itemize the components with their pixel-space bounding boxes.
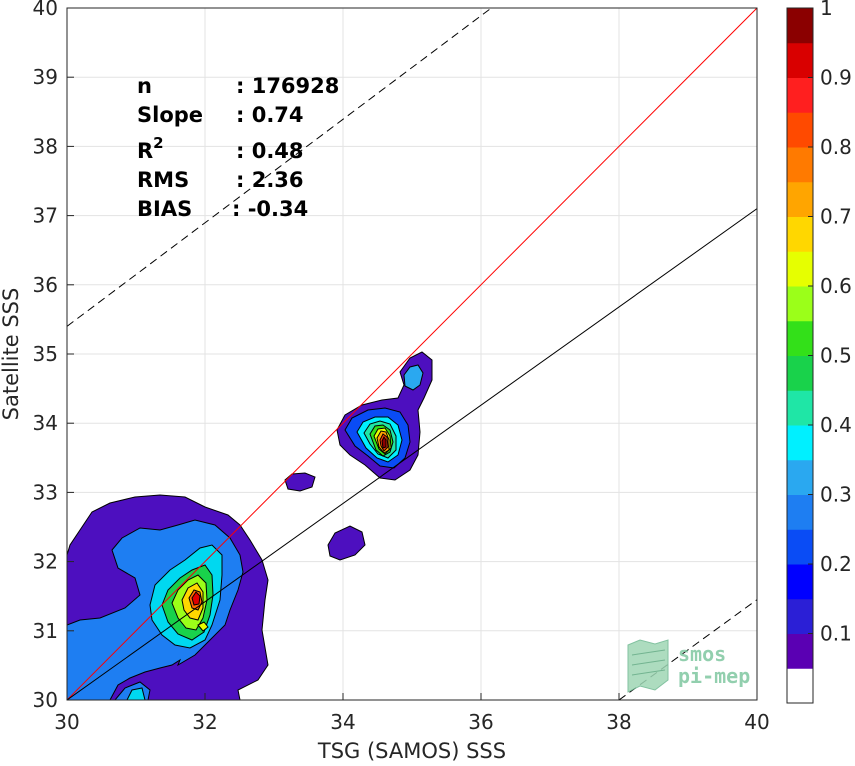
stat-value: : 0.48	[236, 139, 304, 163]
colorbar-segment	[787, 112, 813, 148]
line-one-to-one	[67, 8, 757, 700]
x-tick-label: 36	[468, 710, 493, 734]
colorbar-tick-label: 0.4	[820, 413, 852, 437]
stat-value: : -0.34	[232, 197, 308, 221]
colorbar-segment	[787, 42, 813, 78]
density-level-8	[191, 591, 201, 606]
x-tick-label: 38	[606, 710, 631, 734]
colorbar-segment	[787, 8, 813, 44]
colorbar-tick-label: 0.2	[820, 552, 852, 576]
y-tick-label: 36	[33, 273, 58, 297]
density-level-3b	[126, 687, 146, 700]
density-contours	[67, 351, 433, 700]
grid	[67, 8, 757, 700]
colorbar-tick-label: 0.1	[820, 622, 852, 646]
x-tick-label: 34	[330, 710, 355, 734]
y-tick-label: 39	[33, 65, 58, 89]
colorbar-segment	[787, 77, 813, 113]
colorbar-segment	[787, 390, 813, 426]
colorbar-tick-label: 0.9	[820, 66, 852, 90]
logo-line2: pi-mep	[678, 664, 750, 688]
density-level-6b	[197, 621, 209, 632]
stat-label: BIAS	[137, 197, 192, 221]
colorbar-segment	[787, 286, 813, 322]
stat-value: : 176928	[236, 74, 339, 98]
y-tick-label: 31	[33, 619, 58, 643]
y-tick-label: 33	[33, 480, 58, 504]
x-tick-label: 30	[54, 710, 79, 734]
logo-wave-icon	[627, 639, 669, 693]
x-axis-label: TSG (SAMOS) SSS	[317, 739, 506, 763]
x-tick-label: 40	[744, 710, 769, 734]
logo-wave-icon-stripes	[631, 649, 666, 676]
y-axis-label: Satellite SSS	[0, 288, 23, 421]
stat-label-sup: 2	[153, 134, 163, 152]
y-tick-label: 37	[33, 204, 58, 228]
stat-value: : 0.74	[236, 103, 304, 127]
colorbar-tick-label: 1	[820, 0, 833, 20]
y-tick-label: 38	[33, 134, 58, 158]
y-tick-label: 30	[33, 688, 58, 712]
stat-label: RMS	[137, 168, 189, 192]
y-tick-label: 40	[33, 0, 58, 20]
colorbar-segment	[787, 668, 813, 704]
colorbar-segment	[787, 147, 813, 183]
colorbar-segment	[787, 181, 813, 217]
line-regression	[67, 208, 757, 700]
colorbar-segment	[787, 564, 813, 600]
colorbar-segment	[787, 216, 813, 252]
colorbar-tick-label: 0.6	[820, 274, 852, 298]
colorbar-segment	[787, 598, 813, 634]
y-tick-label: 34	[33, 411, 58, 435]
x-tick-label: 32	[192, 710, 217, 734]
colorbar-segment	[787, 320, 813, 356]
density-mid-lobe-2	[403, 364, 424, 391]
smos-pi-mep-logo: smos pi-mep	[627, 639, 750, 693]
colorbar: 0.1 0.2 0.3 0.4 0.5 0.6 0.7 0.8 0.9 1	[786, 0, 852, 704]
colorbar-tick-label: 0.3	[820, 483, 852, 507]
colorbar-segment	[787, 529, 813, 565]
y-tick-label: 32	[33, 550, 58, 574]
reference-lines	[67, 8, 757, 700]
density-blob-small-a	[284, 472, 316, 492]
colorbar-segment	[787, 251, 813, 287]
colorbar-tick-label: 0.7	[820, 205, 852, 229]
y-axis-ticks: 30 31 32 33 34 35 36 37 38 39 40	[33, 0, 74, 712]
stat-value: : 2.36	[236, 168, 304, 192]
density-mid-level-9	[381, 436, 387, 449]
stat-label: n	[137, 74, 152, 98]
x-axis-ticks: 30 32 34 36 38 40	[54, 693, 770, 734]
colorbar-segment	[787, 459, 813, 495]
colorbar-tick-label: 0.5	[820, 344, 852, 368]
logo-line1: smos	[678, 642, 726, 666]
colorbar-tick-label: 0.8	[820, 135, 852, 159]
colorbar-segment	[787, 633, 813, 669]
line-upper-bound	[67, 8, 492, 327]
y-tick-label: 35	[33, 342, 58, 366]
stat-label: Slope	[137, 103, 203, 127]
colorbar-segment	[787, 494, 813, 530]
colorbar-segment	[787, 425, 813, 461]
colorbar-segment	[787, 355, 813, 391]
density-blob-small-b	[327, 525, 366, 561]
